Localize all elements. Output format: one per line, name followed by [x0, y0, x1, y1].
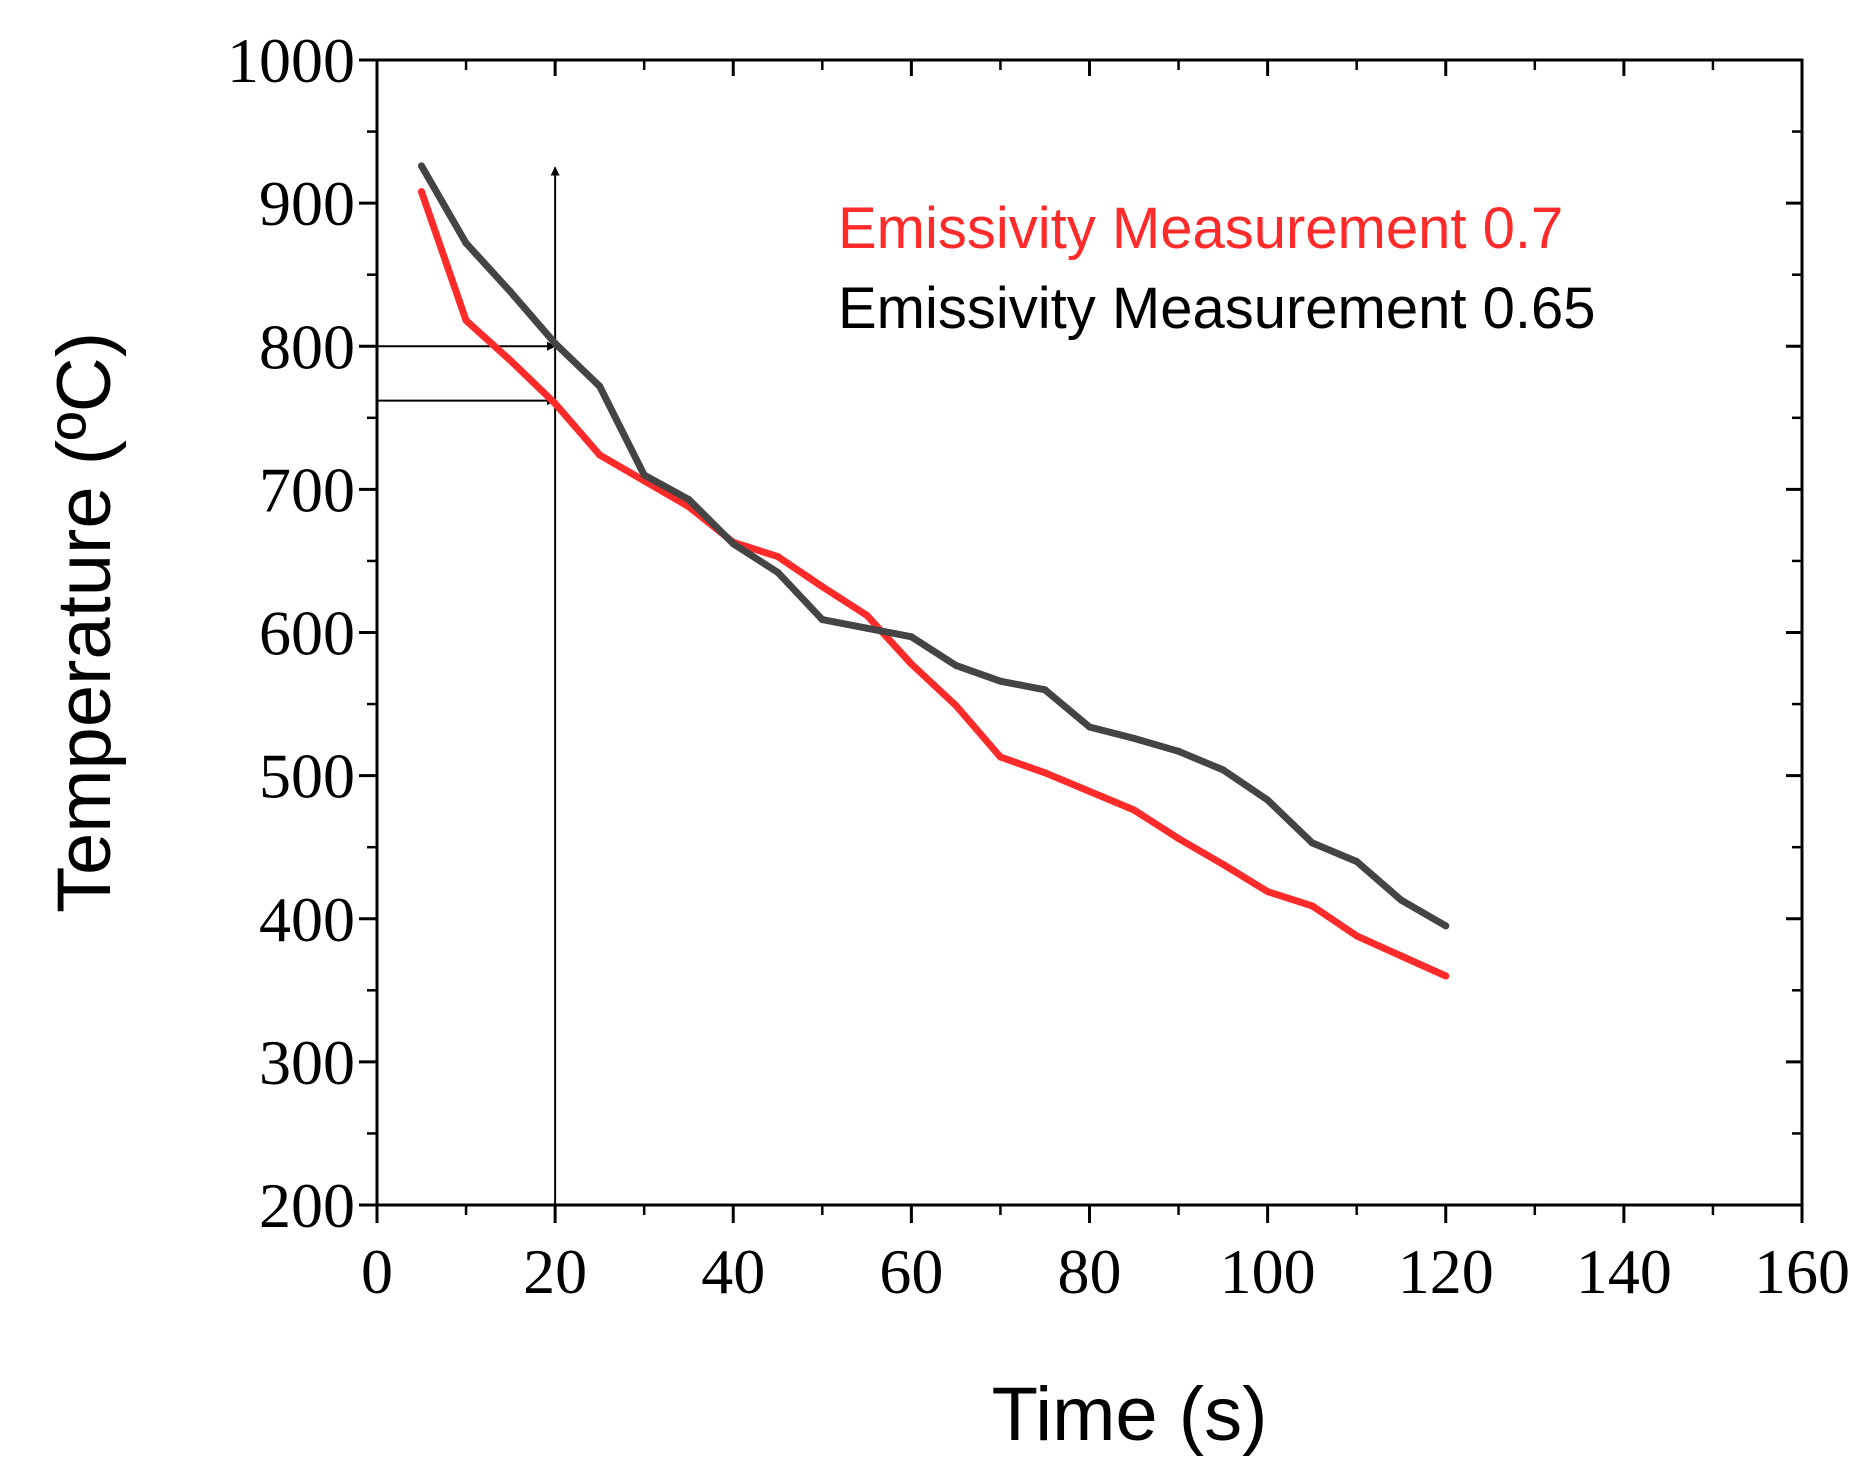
series-line-1 [418, 162, 1450, 930]
series-1-point [907, 633, 915, 641]
y-tick-label: 500 [259, 741, 355, 812]
x-tick-label: 140 [1576, 1236, 1672, 1307]
x-tick-label: 60 [879, 1236, 943, 1307]
y-tick-label: 400 [259, 884, 355, 955]
series-0-point [418, 188, 426, 196]
series-0-point [1442, 972, 1450, 980]
y-tick-label: 1000 [227, 25, 355, 96]
series-1-point [507, 288, 515, 296]
series-0-point [1086, 787, 1093, 795]
series-1-point [863, 624, 871, 632]
series-0-point [507, 357, 515, 365]
series-1-point [818, 616, 826, 624]
y-tick-label: 900 [259, 168, 355, 239]
series-1-point [685, 495, 693, 503]
series-1-point [551, 339, 559, 347]
y-axis-title: Temperature (ºC) [42, 332, 127, 913]
series-1-point [729, 540, 737, 548]
x-tick-label: 120 [1398, 1236, 1494, 1307]
series-0-point [551, 400, 559, 407]
series-1-point [1219, 766, 1227, 774]
series-0-point [1219, 860, 1227, 868]
x-tick-label: 80 [1058, 1236, 1122, 1307]
series-1-point [1442, 922, 1450, 930]
series-0-point [952, 701, 960, 709]
series-0-point [596, 451, 604, 459]
series-0-point [1264, 888, 1272, 896]
y-tick-label: 200 [259, 1170, 355, 1241]
series-1-point [1308, 839, 1316, 847]
x-tick-label: 160 [1754, 1236, 1850, 1307]
y-tick-label: 600 [259, 598, 355, 669]
series-0-point [1175, 835, 1183, 843]
y-tick-label: 700 [259, 454, 355, 525]
x-tick-label: 20 [523, 1236, 587, 1307]
series-0-point [863, 611, 871, 619]
series-1-point [1264, 796, 1272, 804]
series-1-point [952, 661, 960, 669]
x-tick-label: 40 [701, 1236, 765, 1307]
series-1-point [996, 677, 1004, 685]
series-1-point [1086, 723, 1093, 731]
series-1-point [1041, 686, 1049, 694]
series-0-point [1041, 769, 1049, 777]
x-axis-title: Time (s) [992, 1372, 1268, 1457]
series-1-point [1353, 858, 1361, 865]
series-line-0 [418, 188, 1450, 980]
series-0-point [1353, 932, 1361, 940]
series-1-point [774, 568, 782, 576]
series-0-point [1130, 806, 1138, 814]
series-1-point [418, 162, 426, 170]
series-0-point [1397, 952, 1405, 960]
legend-entry-0: Emissivity Measurement 0.7 [838, 196, 1563, 261]
legend-entry-1: Emissivity Measurement 0.65 [838, 276, 1595, 341]
series-1-point [1130, 734, 1138, 742]
series-1-point [640, 471, 648, 479]
series-1-point [462, 239, 470, 247]
series-1-point [596, 382, 604, 390]
series-1-point [1175, 747, 1183, 755]
series-0-point [818, 583, 826, 591]
x-tick-label: 0 [361, 1236, 393, 1307]
series-0-point [996, 753, 1004, 761]
series-0-point [907, 660, 915, 668]
y-tick-label: 800 [259, 311, 355, 382]
y-tick-label: 300 [259, 1027, 355, 1098]
series-0-point [774, 553, 782, 561]
series-0-point [1308, 902, 1316, 910]
series-1-point [1397, 896, 1405, 904]
series-0-point [462, 316, 470, 324]
x-tick-label: 100 [1220, 1236, 1316, 1307]
